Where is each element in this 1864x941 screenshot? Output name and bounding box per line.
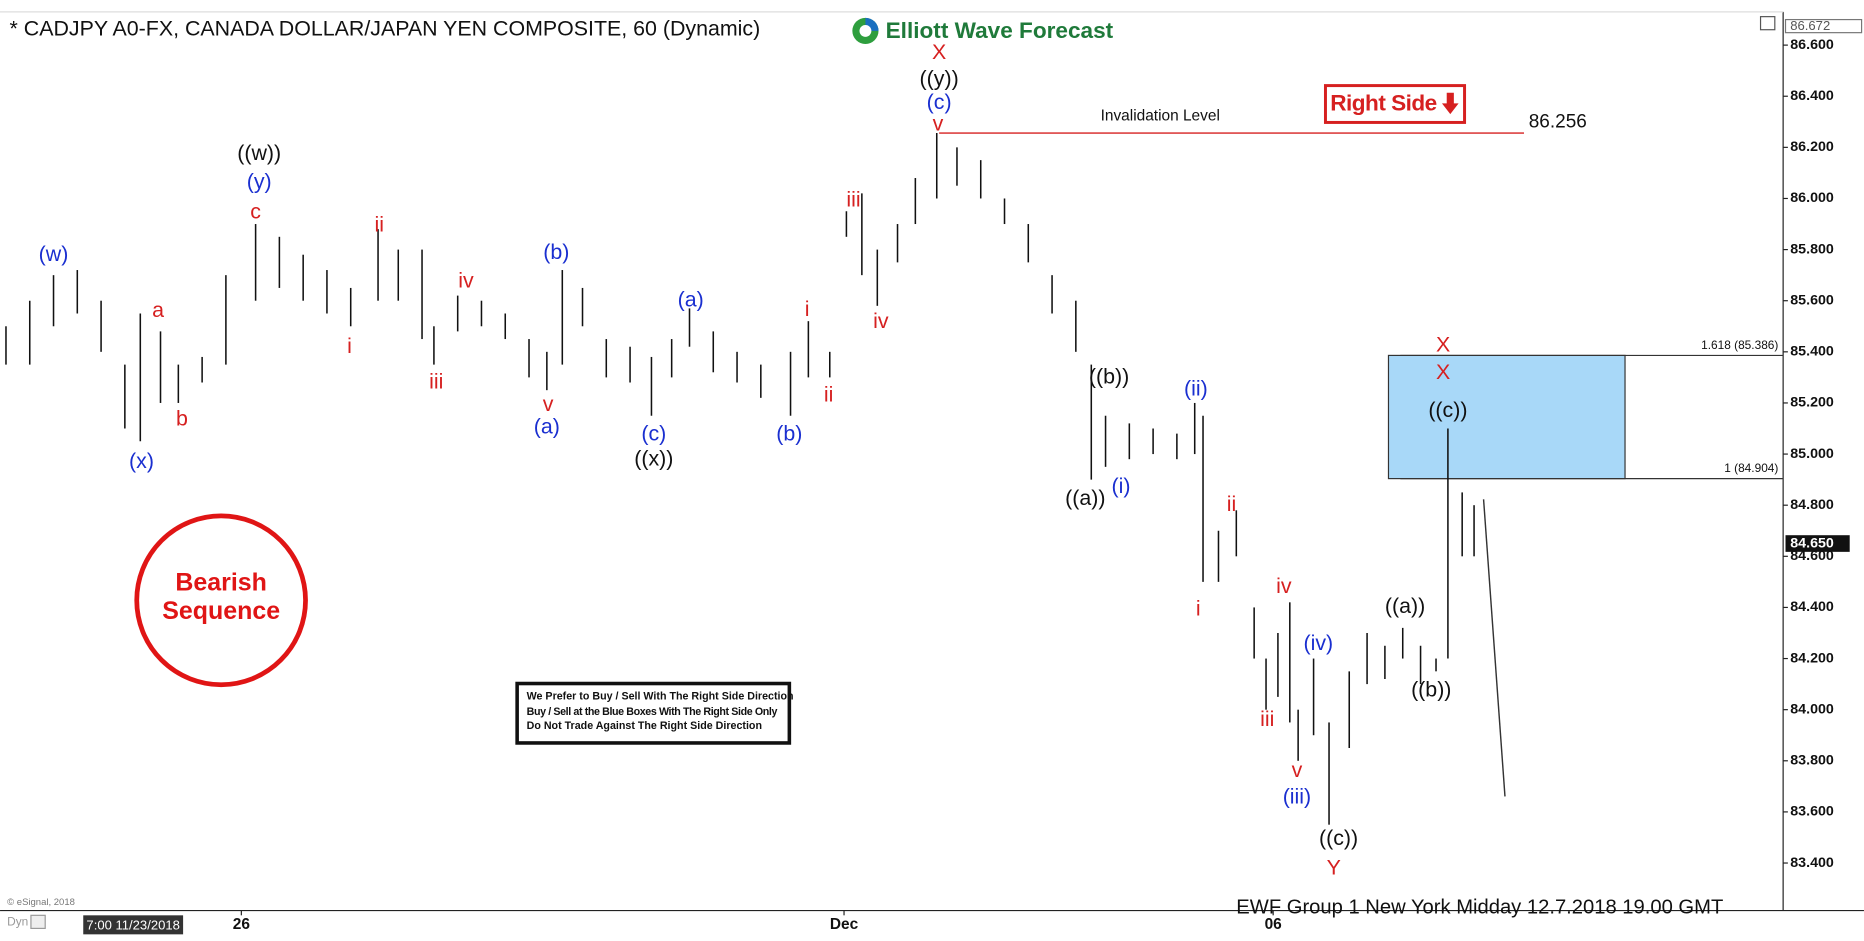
y-tick-label: 85.600 xyxy=(1790,292,1834,308)
wave-label: X xyxy=(1436,333,1450,357)
wave-label: v xyxy=(543,392,554,416)
copyright: © eSignal, 2018 xyxy=(7,897,75,908)
wave-label: X xyxy=(1436,360,1450,384)
brand: Elliott Wave Forecast xyxy=(886,18,1114,43)
wave-label: (w) xyxy=(39,242,69,266)
wave-label: c xyxy=(250,199,261,223)
x-tick-label: 26 xyxy=(233,916,251,933)
window-button[interactable] xyxy=(1759,16,1776,31)
wave-label: v xyxy=(1292,758,1303,782)
wave-label: (iii) xyxy=(1283,784,1311,808)
wave-label: iv xyxy=(1276,574,1292,598)
down-arrow xyxy=(1441,92,1459,115)
wave-label: (c) xyxy=(641,422,666,446)
last-price-label: 84.650 xyxy=(1790,535,1834,551)
wave-label: i xyxy=(805,297,810,321)
target-box xyxy=(1387,354,1626,480)
note-line: Buy / Sell at the Blue Boxes With The Ri… xyxy=(527,706,778,718)
wave-label: ((a)) xyxy=(1065,486,1105,510)
last-price-box xyxy=(1785,535,1850,552)
y-tick-label: 83.800 xyxy=(1790,753,1834,769)
fib-label: 1 (84.904) xyxy=(1724,461,1778,475)
cursor-box xyxy=(83,915,184,935)
projection-line xyxy=(1482,499,1506,797)
wave-label: ((c)) xyxy=(1428,398,1467,422)
wave-label: ii xyxy=(824,383,834,407)
note-line: We Prefer to Buy / Sell With The Right S… xyxy=(527,690,794,702)
x-tick-label: 06 xyxy=(1265,916,1283,933)
mode-label: Dyn xyxy=(7,915,28,929)
wave-label: (y) xyxy=(247,170,272,194)
right-side-box xyxy=(1323,84,1467,124)
wave-label: ((b)) xyxy=(1411,677,1451,701)
wave-label: (b) xyxy=(776,422,802,446)
wave-label: ((x)) xyxy=(634,447,673,471)
wave-label: i xyxy=(347,334,352,358)
wave-label: ((c)) xyxy=(1319,826,1358,850)
wave-label: iii xyxy=(846,188,860,212)
bearish-circle xyxy=(134,513,308,688)
wave-label: ii xyxy=(1227,492,1237,516)
wave-label: iv xyxy=(458,268,474,292)
bearish-label: Sequence xyxy=(162,597,280,625)
mode-button[interactable] xyxy=(30,914,46,929)
wave-label: a xyxy=(152,298,164,322)
y-tick-label: 85.200 xyxy=(1790,395,1834,411)
wave-label: (x) xyxy=(129,449,154,473)
right-side-label: Right Side xyxy=(1330,91,1437,116)
wave-label: Y xyxy=(1327,856,1341,880)
wave-label: ((w)) xyxy=(237,141,281,165)
wave-label: iii xyxy=(1260,707,1274,731)
wave-label: (a) xyxy=(678,287,704,311)
wave-label: (i) xyxy=(1112,474,1131,498)
y-tick-label: 84.400 xyxy=(1790,599,1834,615)
y-tick-label: 86.600 xyxy=(1790,37,1834,53)
wave-label: (ii) xyxy=(1184,377,1208,401)
footer: EWF Group 1 New York Midday 12.7.2018 19… xyxy=(1236,897,1723,919)
invalidation-label: Invalidation Level xyxy=(1101,107,1220,124)
wave-label: ii xyxy=(374,213,384,237)
wave-label: (a) xyxy=(534,415,560,439)
x-tick-label: Dec xyxy=(830,916,859,933)
logo-icon xyxy=(852,17,879,44)
note-box xyxy=(515,681,792,745)
top-price-label: 86.672 xyxy=(1790,18,1830,33)
fib-label: 1.618 (85.386) xyxy=(1701,338,1778,352)
y-tick-label: 84.000 xyxy=(1790,701,1834,717)
invalidation-value: 86.256 xyxy=(1529,111,1587,132)
wave-label: (b) xyxy=(543,240,569,264)
cursor-label: 7:00 11/23/2018 xyxy=(86,917,179,932)
y-tick-label: 83.400 xyxy=(1790,855,1834,871)
wave-label: ((a)) xyxy=(1385,594,1425,618)
y-tick-label: 84.800 xyxy=(1790,497,1834,513)
wave-label: ((y)) xyxy=(920,66,959,90)
y-tick-label: 86.000 xyxy=(1790,190,1834,206)
note-line: Do Not Trade Against The Right Side Dire… xyxy=(527,720,762,732)
wave-label: X xyxy=(932,40,946,64)
wave-label: b xyxy=(176,406,188,430)
bearish-label: Bearish xyxy=(175,568,267,596)
wave-label: ((b)) xyxy=(1089,365,1129,389)
wave-label: i xyxy=(1196,596,1201,620)
y-tick-label: 86.200 xyxy=(1790,139,1834,155)
y-tick-label: 85.800 xyxy=(1790,241,1834,257)
y-tick-label: 83.600 xyxy=(1790,804,1834,820)
y-tick-label: 85.000 xyxy=(1790,446,1834,462)
y-tick-label: 84.600 xyxy=(1790,548,1834,564)
y-tick-label: 84.200 xyxy=(1790,650,1834,666)
y-tick-label: 86.400 xyxy=(1790,88,1834,104)
y-tick-label: 85.400 xyxy=(1790,344,1834,360)
top-price-box xyxy=(1784,18,1863,34)
wave-label: v xyxy=(933,111,944,135)
wave-label: (iv) xyxy=(1303,631,1333,655)
chart-title: * CADJPY A0-FX, CANADA DOLLAR/JAPAN YEN … xyxy=(10,16,761,40)
wave-label: iii xyxy=(429,369,443,393)
wave-label: iv xyxy=(873,309,889,333)
wave-label: (c) xyxy=(927,90,952,114)
